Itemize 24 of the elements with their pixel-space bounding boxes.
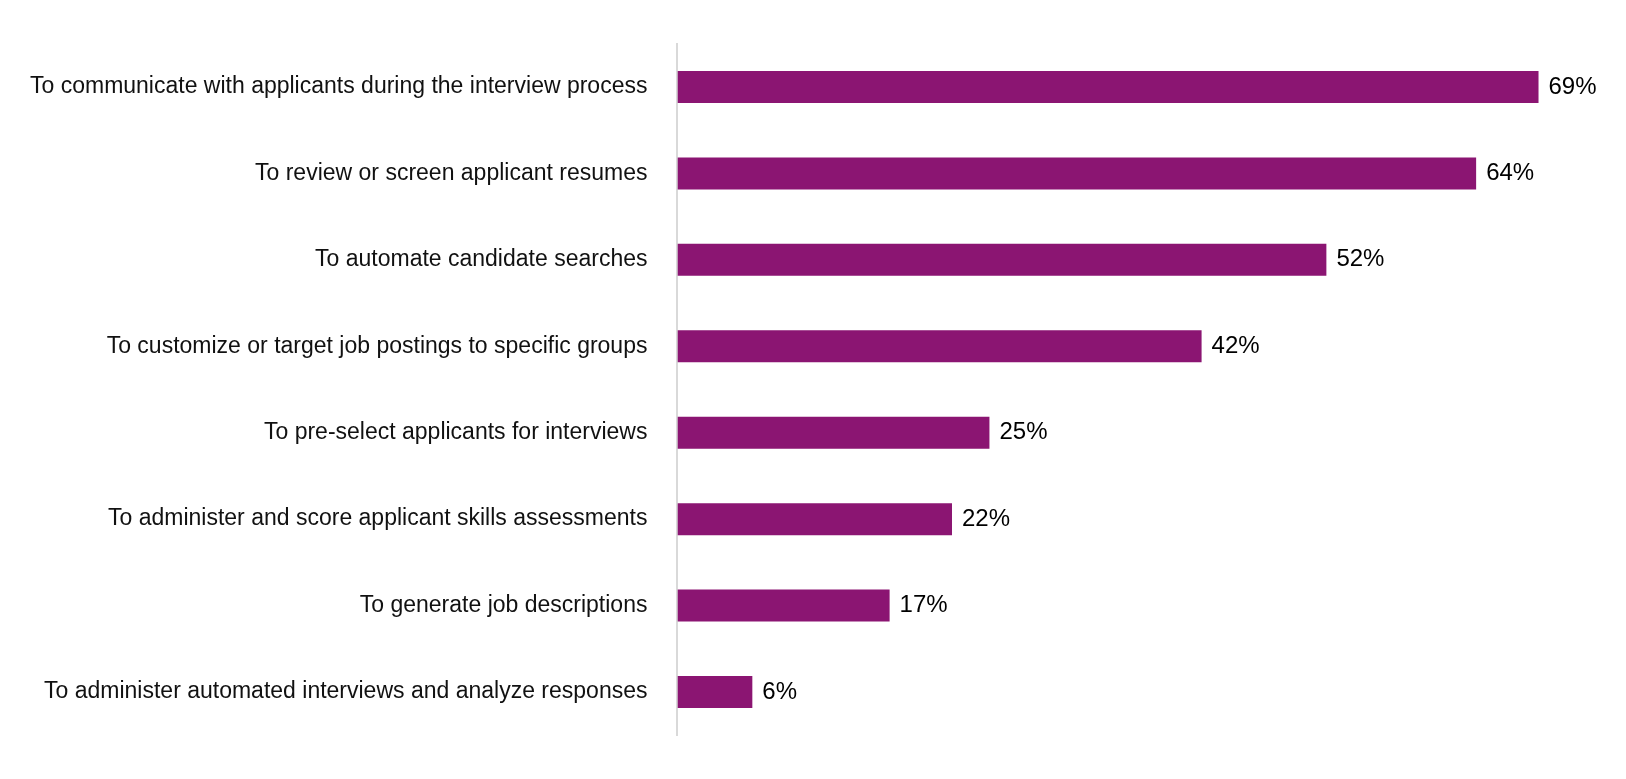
bar bbox=[677, 676, 753, 708]
y-tick-label: To communicate with applicants during the interview process bbox=[29, 72, 648, 99]
data-label: 69% bbox=[1548, 71, 1597, 99]
y-tick-label: To automate candidate searches bbox=[315, 245, 648, 272]
data-label: 17% bbox=[899, 590, 948, 618]
y-tick-label: To administer automated interviews and analyze responses bbox=[44, 677, 648, 704]
data-label: 25% bbox=[999, 417, 1048, 445]
bar bbox=[677, 71, 1539, 103]
data-label: 42% bbox=[1211, 330, 1260, 358]
bar bbox=[677, 330, 1202, 363]
bar bbox=[677, 589, 890, 622]
bar bbox=[677, 416, 990, 449]
bar bbox=[677, 503, 952, 536]
data-label: 64% bbox=[1486, 158, 1535, 186]
bar bbox=[677, 157, 1477, 190]
y-tick-label: To customize or target job postings to specific groups bbox=[106, 331, 648, 358]
y-tick-label: To pre-select applicants for interviews bbox=[263, 418, 648, 445]
y-tick-label: To generate job descriptions bbox=[359, 590, 648, 617]
y-tick-label: To administer and score applicant skills assessments bbox=[107, 504, 648, 531]
data-label: 6% bbox=[762, 676, 798, 704]
data-label: 22% bbox=[962, 503, 1011, 531]
y-tick-label: To review or screen applicant resumes bbox=[255, 158, 648, 185]
data-label: 52% bbox=[1336, 244, 1385, 272]
bar bbox=[677, 243, 1327, 276]
